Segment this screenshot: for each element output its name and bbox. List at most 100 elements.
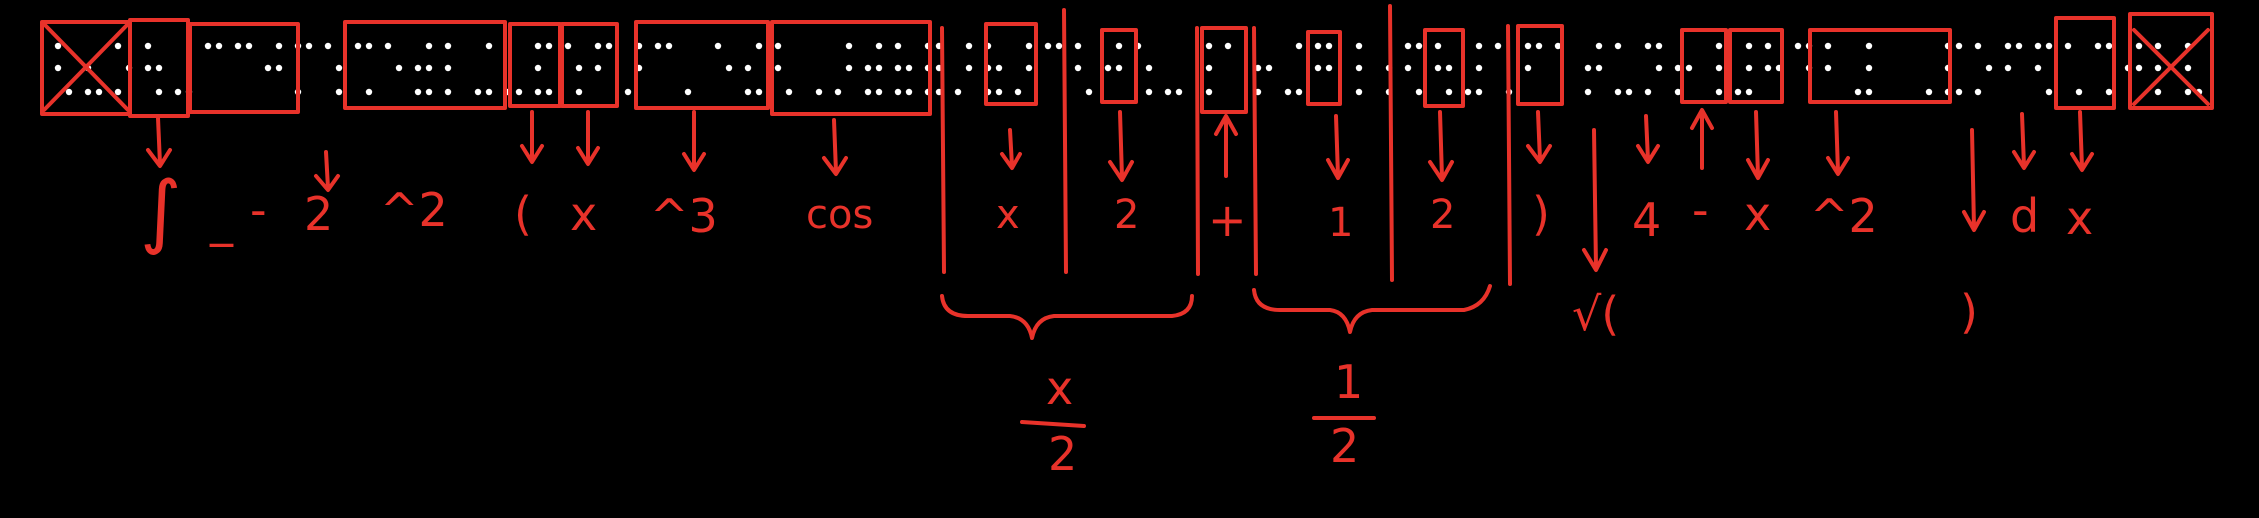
cell-boxes — [40, 12, 2214, 118]
cell-box-17 — [1808, 28, 1952, 104]
braille-dot — [744, 64, 752, 72]
braille-dot — [834, 88, 842, 96]
braille-dot — [1614, 42, 1622, 50]
braille-dot — [2034, 42, 2042, 50]
braille-dot — [1715, 42, 1723, 50]
label-x3: x — [2066, 191, 2093, 245]
braille-dot — [84, 88, 92, 96]
braille-dot — [354, 42, 362, 50]
label-x2: x — [1744, 187, 1771, 241]
label-d: d — [2010, 189, 2039, 243]
cell-box-12 — [1306, 30, 1342, 106]
braille-dot — [1985, 64, 1993, 72]
braille-dot — [1355, 88, 1363, 96]
braille-dot — [1865, 64, 1873, 72]
braille-dot — [245, 42, 253, 50]
braille-dot — [1224, 42, 1232, 50]
braille-dot — [755, 88, 763, 96]
braille-dot — [534, 64, 542, 72]
braille-dot — [515, 88, 523, 96]
arrow-11 — [1526, 110, 1552, 164]
braille-dot — [215, 42, 223, 50]
braille-dot — [965, 42, 973, 50]
braille-dot — [2064, 42, 2072, 50]
braille-dot — [1614, 88, 1622, 96]
fraction-groups: x 2 1 2 — [940, 284, 1492, 481]
cell-box-9 — [984, 22, 1038, 106]
braille-dot — [1674, 88, 1682, 96]
braille-dot — [155, 88, 163, 96]
braille-dot — [1295, 88, 1303, 96]
cell-box-19 — [2128, 12, 2214, 110]
braille-dot — [845, 42, 853, 50]
braille-dot — [1025, 42, 1033, 50]
braille-dot — [65, 88, 73, 96]
braille-dot — [155, 64, 163, 72]
frac1-result-num: x — [1046, 361, 1073, 415]
braille-dot — [1314, 42, 1322, 50]
braille-dot — [875, 88, 883, 96]
braille-dot — [365, 88, 373, 96]
token-labels: ∫ _ - 2 ^2 ( x ^3 cos x 2 + 1 2 ) 4 - x … — [140, 164, 2093, 341]
braille-dot — [485, 88, 493, 96]
braille-dot — [864, 64, 872, 72]
braille-dot — [1115, 64, 1123, 72]
braille-dot — [2105, 88, 2113, 96]
braille-dot — [1745, 42, 1753, 50]
arrow-13 — [1636, 114, 1660, 164]
braille-dot — [1475, 42, 1483, 50]
braille-dot — [1205, 64, 1213, 72]
arrow-14 — [1746, 110, 1770, 180]
braille-dot — [575, 64, 583, 72]
braille-dot — [1164, 88, 1172, 96]
cell-box-11 — [1200, 26, 1248, 114]
braille-dot — [1205, 88, 1213, 96]
braille-dot — [395, 64, 403, 72]
arrow-9 — [1326, 114, 1350, 180]
arrow-18 — [2070, 110, 2094, 172]
braille-dot — [875, 64, 883, 72]
arrow-2 — [314, 150, 340, 192]
braille-dot — [1655, 42, 1663, 50]
braille-dot — [594, 42, 602, 50]
arrow-10 — [1428, 110, 1454, 182]
braille-dot — [1644, 88, 1652, 96]
label-caret2: ^2 — [380, 183, 448, 237]
braille-dot — [1104, 64, 1112, 72]
divider-2 — [1062, 8, 1068, 274]
braille-dot — [234, 42, 242, 50]
braille-dot — [894, 64, 902, 72]
braille-dot — [1475, 64, 1483, 72]
frac1-result-den: 2 — [1048, 427, 1077, 481]
braille-dot — [905, 88, 913, 96]
braille-dot — [594, 64, 602, 72]
braille-dot — [624, 88, 632, 96]
braille-dot — [774, 64, 782, 72]
braille-dot — [1355, 42, 1363, 50]
braille-dot — [54, 42, 62, 50]
braille-dot — [54, 64, 62, 72]
braille-dot — [1355, 64, 1363, 72]
braille-dot — [1014, 88, 1022, 96]
arrows — [146, 108, 2094, 272]
braille-dot — [425, 42, 433, 50]
frac2-result-num: 1 — [1334, 355, 1363, 409]
braille-dot — [785, 88, 793, 96]
arrow-17 — [2012, 112, 2036, 170]
braille-dot — [1865, 88, 1873, 96]
braille-dot — [1325, 64, 1333, 72]
arrow-15 — [1826, 110, 1850, 176]
braille-dot — [1715, 64, 1723, 72]
label-plus: + — [1208, 193, 1247, 247]
braille-dot — [1445, 88, 1453, 96]
cross-out-end — [2132, 28, 2210, 106]
braille-dot — [1524, 64, 1532, 72]
label-frac1-den: 2 — [1114, 192, 1139, 238]
label-four: 4 — [1632, 193, 1661, 247]
braille-dot — [1734, 88, 1742, 96]
braille-dot — [1314, 64, 1322, 72]
braille-dot — [2045, 42, 2053, 50]
braille-dot — [815, 88, 823, 96]
braille-dot — [1625, 88, 1633, 96]
braille-dot — [1445, 64, 1453, 72]
